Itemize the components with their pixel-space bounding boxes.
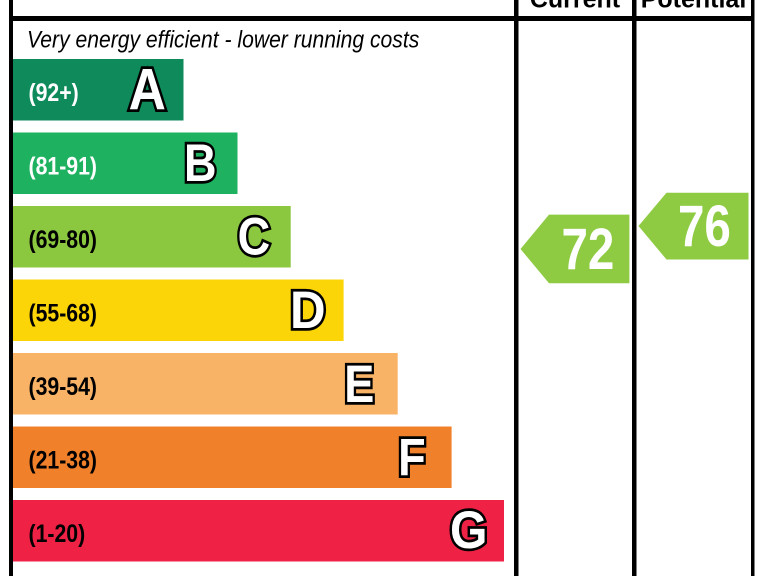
- svg-text:B: B: [184, 133, 217, 192]
- svg-text:(81-91): (81-91): [29, 152, 97, 180]
- svg-text:(1-20): (1-20): [29, 519, 86, 547]
- svg-text:E: E: [344, 355, 374, 414]
- svg-text:Potential: Potential: [641, 0, 747, 14]
- svg-text:A: A: [129, 57, 166, 122]
- svg-text:76: 76: [678, 195, 731, 260]
- svg-text:D: D: [290, 281, 326, 340]
- svg-text:72: 72: [561, 218, 614, 283]
- svg-text:(92+): (92+): [29, 78, 79, 106]
- svg-text:(39-54): (39-54): [29, 372, 97, 400]
- svg-text:(21-38): (21-38): [29, 446, 97, 474]
- svg-text:(55-68): (55-68): [29, 299, 97, 327]
- svg-text:(69-80): (69-80): [29, 225, 97, 253]
- svg-text:G: G: [450, 500, 488, 560]
- svg-text:Very energy efficient - lower: Very energy efficient - lower running co…: [27, 26, 419, 53]
- svg-text:F: F: [398, 428, 426, 487]
- svg-text:C: C: [238, 207, 271, 266]
- svg-text:Current: Current: [530, 0, 621, 14]
